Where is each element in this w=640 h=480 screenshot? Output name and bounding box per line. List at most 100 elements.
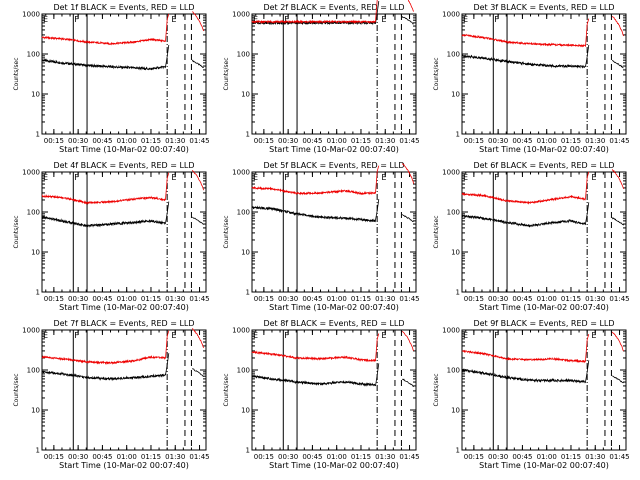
x-tick-label: 01:45 [399,137,419,145]
event-marker-label: E [43,15,48,24]
x-axis-label: Start Time (10-Mar-02 00:07:40) [59,303,189,312]
y-tick-label: 1000 [442,327,460,335]
y-tick-label: 1 [246,131,250,139]
x-tick-label: 01:15 [141,453,161,461]
event-marker-label: E [253,173,258,182]
y-tick-label: 10 [241,91,250,99]
y-tick-label: 1000 [22,11,40,19]
x-tick-label: 00:45 [92,137,112,145]
lld-recovery-line [611,331,624,352]
y-tick-label: 1 [36,447,40,455]
event-marker-label: E [381,15,386,24]
y-tick-label: 10 [241,249,250,257]
panel-title: Det 1f BLACK = Events, RED = LLD [53,3,194,12]
y-axis-label: Counts/sec [433,215,440,248]
x-tick-label: 00:45 [92,295,112,303]
lld-series-line [41,13,170,46]
detector-panel: Det 2f BLACK = Events, RED = LLD 1 10 100 10… [223,0,420,154]
events-series-line [461,44,590,69]
lld-series-line [461,333,590,364]
event-marker-label: E [171,331,176,340]
y-axis-label: Counts/sec [223,57,230,90]
detector-panel: Det 6f BLACK = Events, RED = LLD 1 10 100 10… [433,161,630,312]
x-axis-label: Start Time (10-Mar-02 00:07:40) [479,145,609,154]
x-tick-label: 01:00 [117,453,137,461]
x-tick-label: 01:45 [189,453,209,461]
lld-series-line [251,333,380,363]
y-tick-label: 1000 [442,169,460,177]
x-axis-label: Start Time (10-Mar-02 00:07:40) [59,461,189,470]
y-axis-label: Counts/sec [433,57,440,90]
y-tick-label: 1000 [22,169,40,177]
event-marker-label: E [381,173,386,182]
x-axis-label: Start Time (10-Mar-02 00:07:40) [269,461,399,470]
event-marker-label: F [284,173,289,182]
lld-series-line [461,18,590,48]
x-tick-label: 01:45 [609,453,629,461]
x-tick-label: 00:15 [254,137,274,145]
panel-title: Det 3f BLACK = Events, RED = LLD [473,3,614,12]
lld-series-line [251,165,380,196]
events-series-line [251,363,380,387]
x-tick-label: 00:15 [464,453,484,461]
x-tick-label: 01:15 [561,295,581,303]
event-marker-label: F [494,15,499,24]
lld-recovery-line [611,169,624,190]
event-marker-label: E [43,331,48,340]
event-marker-label: F [74,173,79,182]
event-marker-label: E [463,173,468,182]
x-axis-label: Start Time (10-Mar-02 00:07:40) [59,145,189,154]
event-marker-label: E [463,331,468,340]
x-tick-label: 01:30 [585,137,605,145]
plot-frame [41,13,207,135]
x-tick-label: 01:30 [375,453,395,461]
lld-recovery-line [611,16,624,37]
plot-frame [251,171,417,293]
lld-series-line [461,171,590,205]
events-series-line [461,202,590,228]
x-tick-label: 01:15 [141,295,161,303]
y-tick-label: 100 [447,51,460,59]
events-series-line [41,353,170,382]
lld-recovery-line [191,169,204,191]
x-tick-label: 00:45 [302,295,322,303]
event-marker-label: E [43,173,48,182]
x-tick-label: 01:30 [165,295,185,303]
events-series-line [461,360,590,384]
x-tick-label: 01:45 [609,137,629,145]
events-recovery-line [191,368,204,377]
y-tick-label: 10 [241,407,250,415]
x-tick-label: 01:15 [351,137,371,145]
x-tick-label: 00:45 [92,453,112,461]
x-tick-label: 00:30 [488,295,508,303]
events-series-line [41,44,170,71]
x-tick-label: 01:15 [141,137,161,145]
y-tick-label: 1 [456,447,460,455]
panel-title: Det 7f BLACK = Events, RED = LLD [53,319,194,328]
x-tick-label: 01:15 [561,137,581,145]
events-recovery-line [402,378,414,388]
x-tick-label: 00:30 [68,137,88,145]
detector-panel: Det 5f BLACK = Events, RED = LLD 1 10 100 10… [223,161,420,312]
event-marker-label: E [591,173,596,182]
x-tick-label: 00:15 [464,295,484,303]
event-marker-label: F [494,173,499,182]
panel-title: Det 8f BLACK = Events, RED = LLD [263,319,404,328]
x-tick-label: 00:30 [68,453,88,461]
lld-series-line [251,0,378,24]
x-tick-label: 00:45 [512,453,532,461]
x-tick-label: 01:00 [537,295,557,303]
y-tick-label: 1000 [232,169,250,177]
x-tick-label: 01:45 [399,295,419,303]
event-marker-label: F [74,331,79,340]
detector-panel: Det 7f BLACK = Events, RED = LLD 1 10 100 10… [13,319,210,470]
x-tick-label: 01:45 [609,295,629,303]
y-tick-label: 100 [27,209,40,217]
y-axis-label: Counts/sec [433,373,440,406]
plot-frame [251,13,417,135]
event-marker-label: E [253,15,258,24]
x-tick-label: 01:00 [327,137,347,145]
y-axis-label: Counts/sec [13,57,20,90]
x-tick-label: 01:30 [165,137,185,145]
event-marker-label: E [463,15,468,24]
